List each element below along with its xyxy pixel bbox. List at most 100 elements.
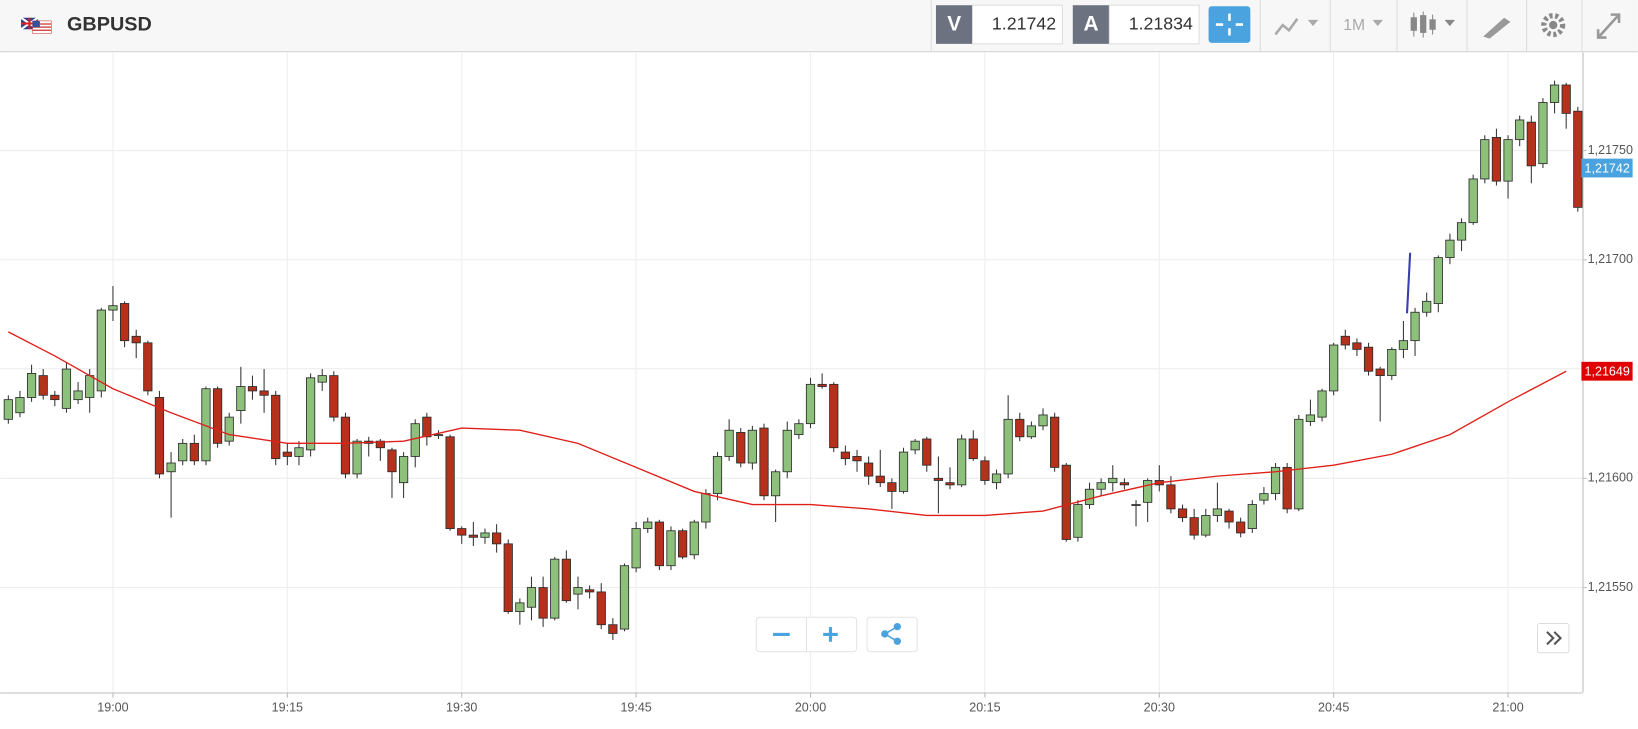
candle-body <box>119 303 130 342</box>
price-tag <box>1581 361 1633 381</box>
candle-body <box>1084 488 1095 505</box>
sell-price[interactable]: 1.21742 <box>992 14 1056 34</box>
sell-button[interactable] <box>935 5 973 44</box>
candle-body <box>654 521 664 567</box>
candle-body <box>898 451 909 492</box>
candle-body <box>1375 368 1385 377</box>
candle-body <box>1294 418 1304 510</box>
candle-body <box>782 429 792 473</box>
candle-body <box>1352 342 1362 350</box>
candle-body <box>480 532 490 538</box>
candle-body <box>1561 84 1571 114</box>
candle-body <box>515 602 525 613</box>
timeframe[interactable]: 1M <box>1343 17 1365 34</box>
candle-body <box>887 482 897 492</box>
buy-button[interactable] <box>1072 5 1110 44</box>
candle-body <box>1201 515 1211 536</box>
buy-price[interactable]: 1.21834 <box>1129 14 1193 34</box>
candle-body <box>771 471 781 497</box>
candle-body <box>26 373 37 398</box>
candle-body <box>445 436 455 529</box>
candle-body <box>85 375 95 398</box>
candle-body <box>538 587 548 619</box>
x-tick-label: 20:30 <box>1144 700 1175 714</box>
chart-type-icon[interactable] <box>1410 11 1436 38</box>
candle-body <box>96 309 106 392</box>
sell-price-box[interactable] <box>972 4 1063 45</box>
candle-body <box>1410 311 1420 342</box>
candle-body <box>259 390 269 396</box>
candle-body <box>852 456 862 462</box>
share-button[interactable] <box>881 622 901 645</box>
candle-body <box>73 390 83 401</box>
indicator-icon[interactable] <box>1274 18 1299 36</box>
candle-body <box>945 482 955 486</box>
x-tick-label: 20:15 <box>969 700 1000 714</box>
buy-label[interactable]: A <box>1084 13 1099 36</box>
candle-body <box>1050 416 1060 468</box>
buy-price-box[interactable] <box>1108 4 1200 45</box>
candle-body <box>1480 139 1490 180</box>
zoom-in[interactable] <box>823 627 838 642</box>
settings-icon[interactable] <box>1541 13 1566 38</box>
candle-body <box>1422 300 1432 313</box>
candle-body <box>50 394 60 401</box>
candle-body <box>154 397 165 475</box>
candle-body <box>1166 484 1176 510</box>
candle-body <box>178 442 188 462</box>
candle-body <box>247 386 258 392</box>
y-tick-label: 1,21750 <box>1588 143 1633 157</box>
candle-body <box>1038 414 1048 427</box>
price-tag-label: 1,21649 <box>1585 365 1630 379</box>
candle-body <box>282 451 292 457</box>
x-tick-label: 20:00 <box>795 700 826 714</box>
candle-body <box>1398 340 1409 350</box>
candle-body <box>759 427 769 497</box>
candle-body <box>1387 348 1397 377</box>
dropdown-arrow <box>1372 19 1383 27</box>
candle-body <box>875 475 885 484</box>
draw-icon[interactable] <box>1483 17 1511 39</box>
candle-body <box>1003 418 1013 475</box>
candle-body <box>61 368 72 409</box>
candle-body <box>666 530 676 567</box>
candle-body <box>1515 119 1525 141</box>
candle-body <box>526 587 537 608</box>
candle-body <box>503 543 513 613</box>
candle-body <box>1224 510 1234 523</box>
candle-body <box>1073 504 1083 538</box>
separators <box>1259 0 1583 52</box>
y-tick-label: 1,21700 <box>1588 252 1633 266</box>
candle-body <box>608 624 618 634</box>
candle-body <box>1096 482 1106 490</box>
candle-body <box>585 589 595 593</box>
candle-body <box>1015 418 1025 438</box>
candle-body <box>317 375 327 383</box>
candle-body <box>1538 102 1548 165</box>
price-tag-label: 1,21742 <box>1585 161 1630 175</box>
grid <box>0 52 1583 693</box>
candle-body <box>3 399 13 420</box>
candle-body <box>561 558 571 602</box>
candle-body <box>340 416 351 475</box>
candle-body <box>643 521 653 529</box>
candle-body <box>1340 335 1350 346</box>
fullscreen-icon[interactable] <box>1596 13 1621 39</box>
symbol: GBPUSD <box>67 13 152 35</box>
toolbar <box>0 0 1638 52</box>
settings-hub <box>1549 20 1558 30</box>
scroll-end-icon <box>1546 631 1563 646</box>
sell-label[interactable]: V <box>947 13 961 36</box>
crosshair-button[interactable] <box>1208 6 1251 43</box>
candle-body <box>1317 390 1327 418</box>
candle-body <box>108 305 118 311</box>
price-tag <box>1581 158 1633 178</box>
plot <box>3 80 1583 641</box>
candle-body <box>457 528 467 536</box>
candle-body <box>1573 110 1583 208</box>
flag-icon <box>20 16 52 34</box>
candle-body <box>352 440 362 475</box>
candle-body <box>189 442 199 462</box>
candle-body <box>131 335 141 344</box>
